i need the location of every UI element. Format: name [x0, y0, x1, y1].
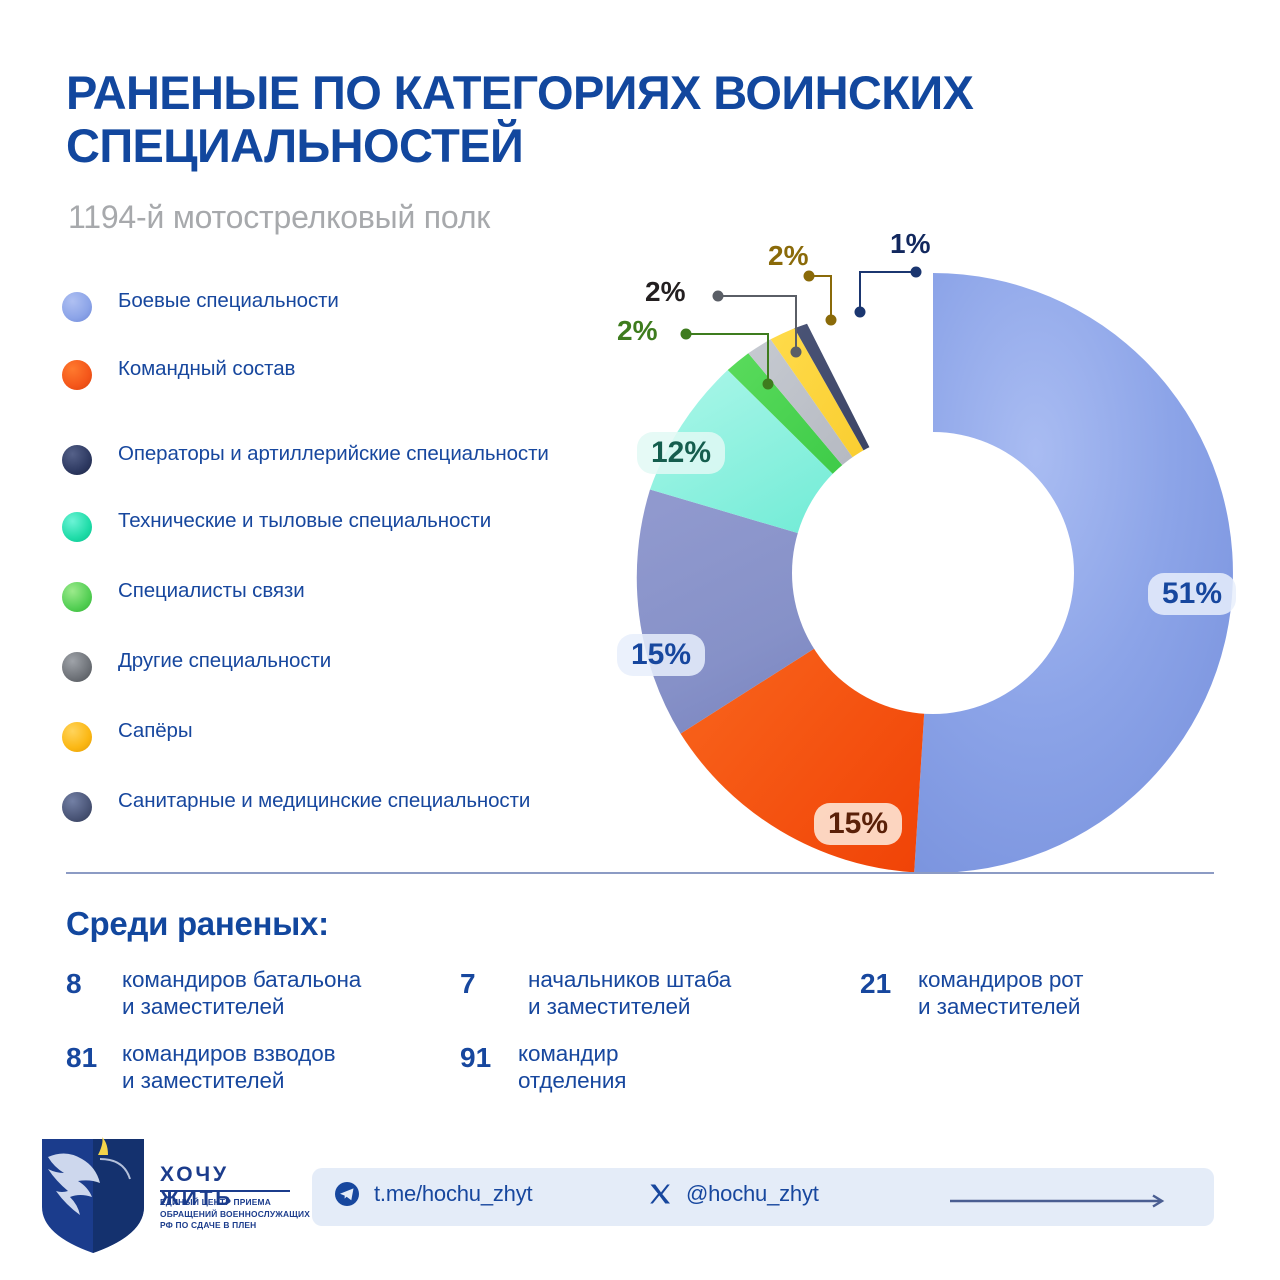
telegram-link[interactable]: t.me/hochu_zhyt — [334, 1181, 533, 1207]
legend-item-label: Другие специальности — [118, 649, 332, 672]
stat-label: командиров батальона и заместителей — [122, 967, 362, 1019]
pie-slice-operators[interactable] — [636, 489, 933, 734]
donut-chart-svg — [636, 273, 1233, 873]
legend-item[interactable]: Другие специальности — [62, 644, 662, 714]
legend-item[interactable]: Сапёры — [62, 714, 662, 784]
slice-label-15-operators: 15% — [617, 634, 706, 676]
section-divider — [66, 872, 1214, 874]
legend-item-label: Санитарные и медицинские специальности — [118, 789, 531, 812]
stat-label: командир отделения — [518, 1041, 627, 1093]
stat-number: 91 — [460, 1042, 492, 1073]
legend-item[interactable]: Специалисты связи — [62, 574, 662, 644]
legend-item-label: Командный состав — [118, 357, 296, 380]
donut-chart — [618, 258, 1248, 888]
stat-item: 7 начальников штаба и заместителей — [460, 967, 840, 1028]
legend-item-label: Боевые специальности — [118, 289, 339, 312]
x-link[interactable]: @hochu_zhyt — [648, 1181, 819, 1207]
slice-label-12: 12% — [637, 432, 726, 474]
legend-item-label: Сапёры — [118, 719, 193, 742]
stats-section-title: Среди раненых: — [66, 905, 329, 942]
social-links-bar: t.me/hochu_zhyt @hochu_zhyt — [312, 1168, 1214, 1226]
slice-label-15-command: 15% — [814, 803, 903, 845]
slice-label-51: 51% — [1148, 573, 1237, 615]
brand-logo: ХОЧУ ЖИТЬ ЕДИНЫЙ ЦЕНТР ПРИЕМА ОБРАЩЕНИЙ … — [38, 1135, 310, 1255]
legend-item[interactable]: Технические и тыловые специальности — [62, 504, 662, 574]
stat-item: 81 командиров взводов и заместителей — [66, 1041, 446, 1102]
slice-callout-label-medical: 1% — [890, 228, 931, 259]
legend-item[interactable]: Боевые специальности — [62, 288, 662, 356]
legend-color-swatch-combat — [62, 292, 92, 322]
logo-subtitle: ЕДИНЫЙ ЦЕНТР ПРИЕМА ОБРАЩЕНИЙ ВОЕННОСЛУЖ… — [160, 1197, 310, 1230]
slice-callout-label-other: 2% — [645, 276, 686, 307]
page-title: РАНЕНЫЕ ПО КАТЕГОРИЯХ ВОИНСКИХ СПЕЦИАЛЬН… — [66, 66, 974, 173]
stat-item: 21 командиров рот и заместителей — [860, 967, 1240, 1028]
callout-leader-lines — [680, 266, 922, 390]
stat-item: 8 командиров батальона и заместителей — [66, 967, 446, 1028]
legend-item-label: Специалисты связи — [118, 579, 305, 602]
telegram-handle: t.me/hochu_zhyt — [374, 1181, 533, 1206]
x-handle: @hochu_zhyt — [686, 1181, 819, 1206]
stat-label: командиров рот и заместителей — [918, 967, 1084, 1019]
legend-color-swatch-sappers — [62, 722, 92, 752]
legend-color-swatch-operators — [62, 445, 92, 475]
x-twitter-icon — [650, 1184, 670, 1204]
legend-color-swatch-other — [62, 652, 92, 682]
legend-color-swatch-technical — [62, 512, 92, 542]
telegram-icon — [335, 1182, 359, 1206]
legend-item-label: Операторы и артиллерийские специальности — [118, 442, 549, 465]
legend-color-swatch-signals — [62, 582, 92, 612]
legend-color-swatch-command — [62, 360, 92, 390]
chart-legend: Боевые специальности Командный состав Оп… — [62, 288, 662, 854]
slice-callout-label-signals: 2% — [617, 315, 658, 346]
legend-item[interactable]: Санитарные и медицинские специальности — [62, 784, 662, 854]
stat-item: 91 командир отделения — [460, 1041, 840, 1102]
page-subtitle: 1194-й мотострелковый полк — [68, 199, 491, 235]
logo-divider — [160, 1190, 290, 1192]
stat-number: 7 — [460, 968, 476, 999]
logo-title: ХОЧУ ЖИТЬ — [160, 1163, 234, 1210]
stat-label: начальников штаба и заместителей — [528, 967, 732, 1019]
shield-dove-icon — [42, 1137, 144, 1253]
legend-item[interactable]: Командный состав — [62, 356, 662, 424]
stat-number: 81 — [66, 1042, 98, 1073]
slice-callout-label-sappers: 2% — [768, 240, 809, 271]
legend-color-swatch-medical — [62, 792, 92, 822]
arrow-right-icon[interactable] — [948, 1194, 1176, 1208]
stat-number: 8 — [66, 968, 82, 999]
donut-hole — [792, 432, 1074, 714]
legend-item-label: Технические и тыловые специальности — [118, 509, 492, 532]
legend-item[interactable]: Операторы и артиллерийские специальности — [62, 424, 662, 504]
stat-label: командиров взводов и заместителей — [122, 1041, 336, 1093]
stat-number: 21 — [860, 968, 892, 999]
